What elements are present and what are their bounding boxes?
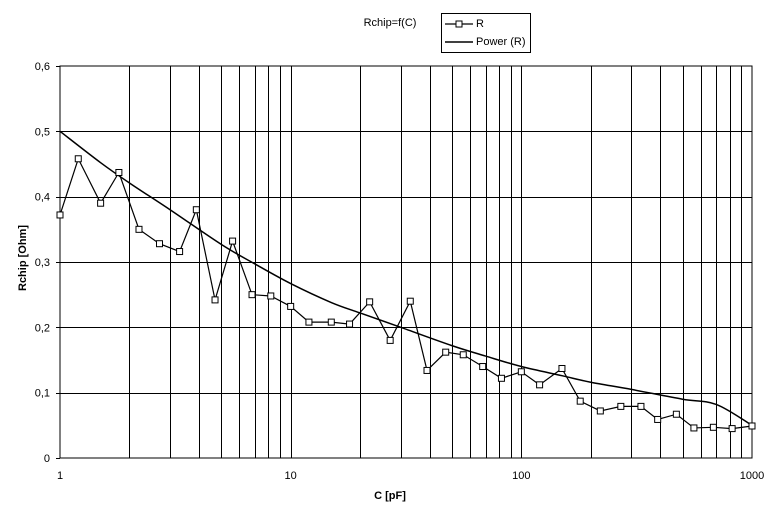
data-point-r: [576, 397, 584, 405]
y-axis-label: Rchip [Ohm]: [17, 225, 29, 291]
series-r-points: [56, 155, 756, 433]
legend-swatch-r: [445, 20, 473, 28]
data-point-r: [423, 366, 431, 374]
data-point-r: [690, 424, 698, 432]
series-power-r-line: [59, 130, 753, 426]
legend-entry-r: R: [442, 17, 530, 31]
data-point-r: [637, 402, 645, 410]
data-point-r: [135, 225, 143, 233]
data-point-r: [305, 318, 313, 326]
data-point-r: [267, 292, 275, 300]
data-point-r: [97, 199, 105, 207]
x-tick-label: 1: [57, 470, 63, 482]
data-point-r: [596, 407, 604, 415]
data-point-r: [536, 381, 544, 389]
y-tick-label: 0,6: [35, 61, 50, 73]
chart-title: Rchip=f(C): [363, 17, 417, 29]
data-point-r: [115, 168, 123, 176]
grid-lines: [60, 66, 752, 458]
data-point-r: [672, 410, 680, 418]
data-point-r: [156, 240, 164, 248]
data-point-r: [709, 423, 717, 431]
x-axis-label: C [pF]: [374, 490, 406, 502]
data-point-r: [229, 237, 237, 245]
data-point-r: [366, 298, 374, 306]
data-point-r: [497, 374, 505, 382]
data-point-r: [211, 296, 219, 304]
data-point-r: [617, 402, 625, 410]
data-point-r: [346, 320, 354, 328]
legend-swatch-power: [445, 41, 473, 43]
data-point-r: [287, 302, 295, 310]
x-tick-label: 10: [285, 470, 297, 482]
data-point-r: [442, 348, 450, 356]
legend-label-power: Power (R): [476, 36, 526, 48]
data-point-r: [479, 363, 487, 371]
legend-entry-power: Power (R): [442, 35, 530, 49]
data-point-r: [517, 368, 525, 376]
data-point-r: [327, 318, 335, 326]
y-tick-label: 0,5: [35, 126, 50, 138]
legend: R Power (R): [441, 13, 531, 53]
y-tick-label: 0,2: [35, 322, 50, 334]
data-point-r: [176, 248, 184, 256]
legend-label-r: R: [476, 18, 484, 30]
data-point-r: [459, 351, 467, 359]
series-r-line: [59, 157, 753, 430]
x-tick-label: 1000: [740, 470, 764, 482]
data-point-r: [406, 297, 414, 305]
y-tick-label: 0,1: [35, 388, 50, 400]
data-point-r: [386, 336, 394, 344]
data-point-r: [558, 364, 566, 372]
y-tick-label: 0: [44, 453, 50, 465]
data-point-r: [728, 425, 736, 433]
y-tick-label: 0,3: [35, 257, 50, 269]
data-point-r: [192, 206, 200, 214]
x-tick-label: 100: [512, 470, 530, 482]
data-point-r: [248, 291, 256, 299]
x-tick-labels: 1 10 100 1000: [57, 470, 764, 482]
data-point-r: [74, 155, 82, 163]
data-point-r: [654, 415, 662, 423]
data-point-r: [56, 211, 64, 219]
y-tick-label: 0,4: [35, 192, 50, 204]
data-point-r: [748, 422, 756, 430]
y-tick-labels: 0 0,1 0,2 0,3 0,4 0,5 0,6: [35, 61, 60, 465]
